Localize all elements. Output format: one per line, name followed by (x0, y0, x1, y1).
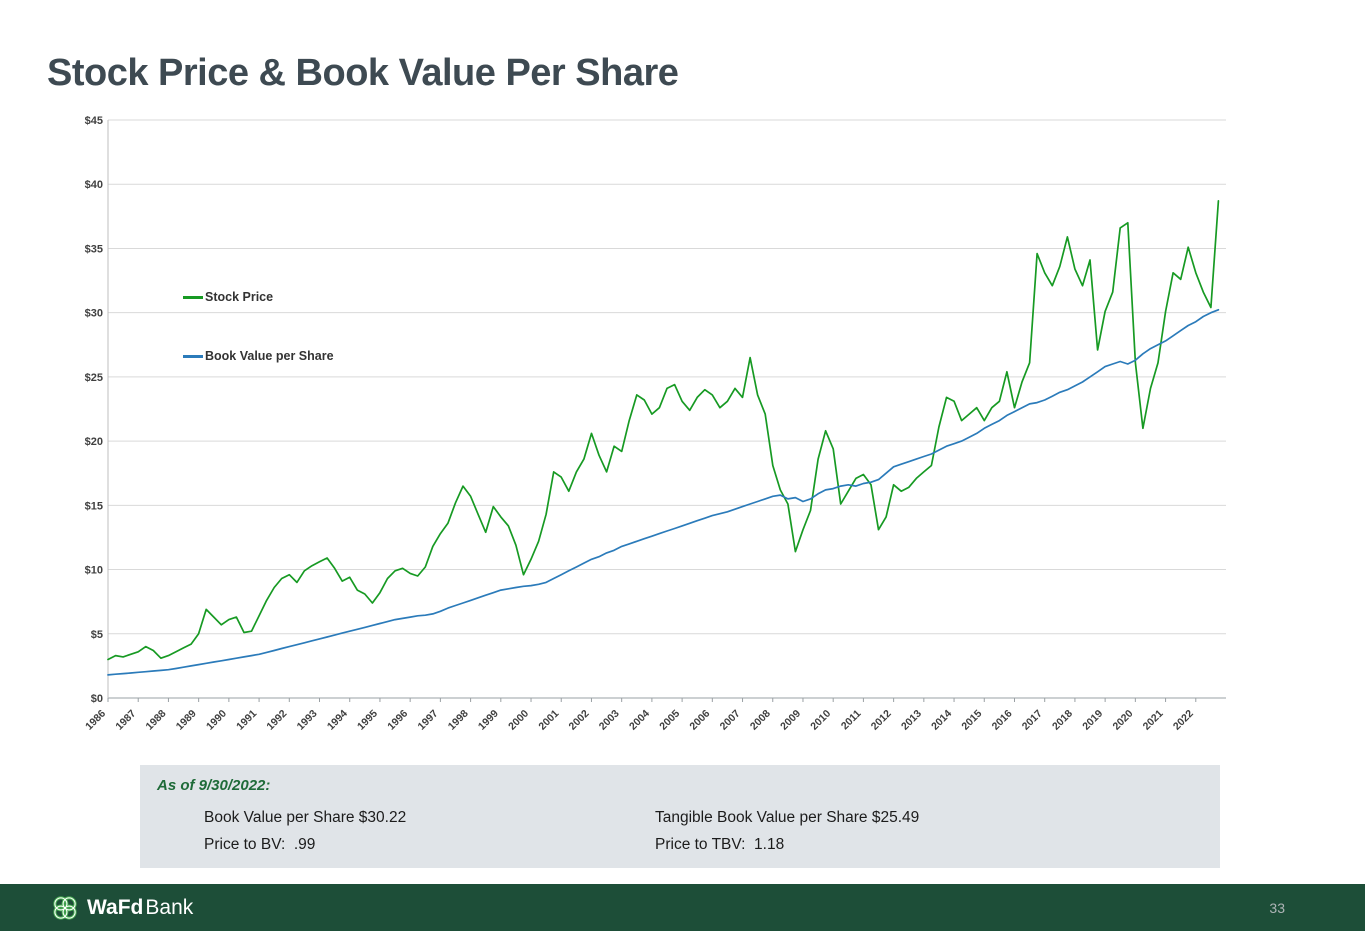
x-tick-label: 2015 (959, 708, 984, 733)
summary-box: As of 9/30/2022: Book Value per Share $3… (140, 765, 1220, 868)
legend-item-book-value: Book Value per Share (183, 349, 334, 363)
x-tick-label: 1997 (415, 708, 440, 733)
x-tick-label: 1987 (113, 708, 138, 733)
legend-item-stock-price: Stock Price (183, 290, 334, 304)
x-tick-label: 1991 (234, 708, 259, 733)
y-tick-label: $45 (85, 115, 103, 127)
x-tick-label: 2006 (687, 708, 712, 733)
x-tick-label: 1999 (476, 708, 501, 733)
y-tick-label: $0 (91, 693, 103, 705)
price-to-tbv-text: Price to TBV: 1.18 (655, 836, 785, 853)
x-tick-label: 1993 (295, 708, 320, 733)
tangible-book-value-text: Tangible Book Value per Share $25.49 (655, 809, 920, 826)
brand-name-bold: WaFd (87, 895, 144, 919)
y-tick-label: $20 (85, 436, 103, 448)
x-tick-label: 2008 (748, 708, 773, 733)
x-tick-label: 1995 (355, 708, 380, 733)
chart-legend: Stock Price Book Value per Share (183, 290, 334, 408)
x-tick-label: 1994 (325, 708, 350, 733)
stock-price-swatch (183, 295, 203, 299)
y-tick-label: $5 (91, 629, 103, 641)
x-tick-label: 1986 (83, 708, 108, 733)
stock-price-line (107, 200, 1220, 661)
x-tick-label: 2000 (506, 708, 531, 733)
x-tick-label: 2007 (718, 708, 743, 733)
legend-label-stock-price: Stock Price (205, 290, 274, 304)
y-tick-label: $10 (85, 565, 103, 577)
summary-right-column: Tangible Book Value per Share $25.49 Pri… (655, 807, 1220, 861)
y-tick-label: $15 (85, 500, 103, 512)
y-tick-label: $35 (85, 243, 103, 255)
wafd-knot-icon (53, 895, 77, 920)
x-tick-label: 2003 (597, 708, 622, 733)
x-tick-label: 2002 (567, 708, 592, 733)
y-tick-label: $30 (85, 308, 103, 320)
x-tick-label: 2004 (627, 708, 652, 733)
price-to-bv-text: Price to BV: .99 (204, 836, 316, 853)
x-tick-label: 1990 (204, 708, 229, 733)
summary-left-column: Book Value per Share $30.22 Price to BV:… (204, 807, 655, 861)
x-tick-label: 2010 (808, 708, 833, 733)
x-tick-label: 2005 (657, 708, 682, 733)
x-tick-label: 2013 (899, 708, 924, 733)
x-tick-label: 2020 (1110, 708, 1135, 733)
summary-columns: Book Value per Share $30.22 Price to BV:… (204, 807, 1220, 861)
y-tick-label: $40 (85, 179, 103, 191)
x-tick-label: 2019 (1080, 708, 1105, 733)
x-tick-label: 2009 (778, 708, 803, 733)
x-tick-label: 1996 (385, 708, 410, 733)
legend-label-book-value: Book Value per Share (205, 349, 334, 363)
x-tick-label: 1998 (446, 708, 471, 733)
x-tick-label: 2014 (929, 708, 954, 733)
x-tick-label: 2022 (1171, 708, 1196, 733)
x-tick-label: 2018 (1050, 708, 1075, 733)
book-value-per-share-text: Book Value per Share $30.22 (204, 809, 407, 826)
x-tick-label: 2001 (536, 708, 561, 733)
page-number: 33 (1269, 899, 1285, 916)
book-value-swatch (183, 354, 203, 358)
x-tick-label: 1992 (264, 708, 289, 733)
x-tick-label: 2017 (1020, 708, 1045, 733)
as-of-date-label: As of 9/30/2022: (157, 777, 271, 794)
stock-book-value-chart: $0 $5 $10 $15 $20 $25 $30 $35 $40 $45 1986 1987 1988… (78, 110, 1230, 750)
x-tick-label: 2016 (990, 708, 1015, 733)
footer-bar: WaFd Bank 33 (0, 884, 1365, 931)
chart-canvas: $0 $5 $10 $15 $20 $25 $30 $35 $40 $45 1986 1987 1988… (83, 115, 1226, 733)
brand-name-regular: Bank (145, 895, 194, 919)
page-title: Stock Price & Book Value Per Share (47, 52, 679, 94)
x-tick-label: 2012 (869, 708, 894, 733)
x-tick-label: 1988 (144, 708, 169, 733)
book-value-per-share-line (107, 308, 1220, 676)
x-tick-label: 1989 (174, 708, 199, 733)
x-tick-label: 2011 (839, 708, 864, 733)
wafd-bank-logo: WaFd Bank (50, 893, 193, 923)
x-tick-label: 2021 (1141, 708, 1166, 733)
y-tick-label: $25 (85, 372, 103, 384)
